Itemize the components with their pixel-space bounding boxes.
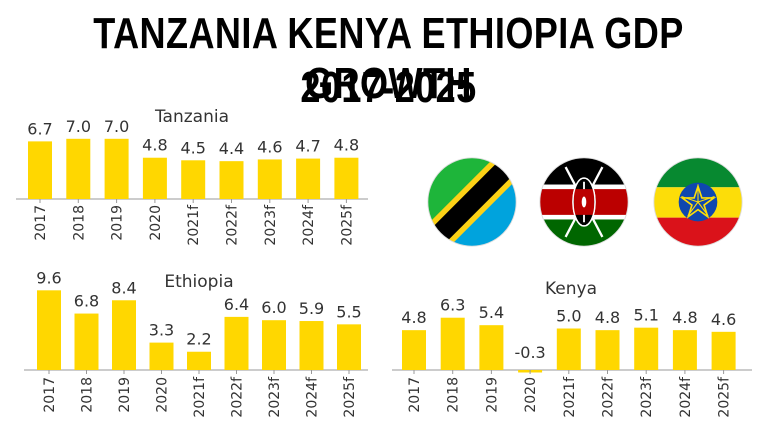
kenya-bar [711, 331, 736, 370]
tanzania-bar [28, 141, 52, 199]
ethiopia-bar [37, 290, 61, 370]
page-title: TANZANIA KENYA ETHIOPIA GDP GROWTH [93, 9, 684, 108]
tanzania-bar [142, 157, 167, 199]
kenya-category-label: 2023f [639, 376, 655, 418]
ethiopia-bar [74, 313, 99, 370]
tanzania-bar [296, 158, 321, 199]
kenya-category-label: 2024f [678, 376, 694, 418]
ethiopia-data-label: 5.5 [336, 302, 361, 321]
ethiopia-category-label: 2024f [305, 376, 321, 418]
kenya-category-label: 2017 [407, 377, 423, 413]
ethiopia-data-label: 3.3 [149, 321, 174, 340]
tanzania-category-label: 2024f [301, 204, 317, 246]
ethiopia-category-label: 2017 [42, 377, 58, 413]
ethiopia-bar [224, 316, 249, 370]
ethiopia-data-label: 8.4 [111, 278, 136, 297]
tanzania-bar [334, 157, 359, 199]
page-subtitle: 2017-2025 [300, 63, 477, 112]
tanzania-bar [257, 159, 282, 199]
kenya-bar [672, 330, 697, 370]
ethiopia-category-label: 2023f [267, 376, 283, 418]
ethiopia-bar [337, 324, 361, 370]
kenya-chart-title: Kenya [545, 279, 597, 299]
tanzania-category-label: 2023f [263, 204, 279, 246]
ethiopia-flag-icon [653, 157, 743, 247]
tanzania-data-label: 4.6 [257, 137, 282, 156]
kenya-data-label: 4.8 [401, 308, 426, 327]
tanzania-category-label: 2021f [186, 204, 202, 246]
ethiopia-data-label: 6.0 [261, 298, 286, 317]
kenya-flag-icon [539, 157, 629, 247]
kenya-category-label: 2018 [446, 377, 462, 413]
ethiopia-bar [149, 342, 174, 370]
tanzania-bar [66, 138, 91, 199]
tanzania-data-label: 4.8 [334, 136, 359, 155]
ethiopia-category-label: 2018 [80, 377, 96, 413]
ethiopia-data-label: 6.4 [224, 295, 249, 314]
tanzania-data-label: 7.0 [104, 117, 129, 136]
kenya-data-label: 5.4 [479, 303, 504, 322]
ethiopia-data-label: 9.6 [36, 268, 61, 287]
ethiopia-chart-title: Ethiopia [164, 272, 233, 292]
tanzania-flag-icon [427, 157, 517, 247]
tanzania-category-label: 2020 [148, 205, 164, 241]
kenya-category-label: 2025f [717, 376, 733, 418]
kenya-bar [634, 327, 659, 370]
tanzania-bar [104, 138, 129, 199]
tanzania-data-label: 4.7 [295, 137, 320, 156]
tanzania-bar [181, 160, 206, 199]
tanzania-category-label: 2025f [339, 204, 355, 246]
kenya-bar [595, 330, 620, 370]
kenya-data-label: 5.0 [556, 307, 581, 326]
tanzania-category-label: 2018 [71, 205, 87, 241]
ethiopia-bar [112, 300, 136, 370]
ethiopia-data-label: 2.2 [186, 330, 211, 349]
ethiopia-data-label: 6.8 [74, 292, 99, 311]
kenya-data-label: -0.3 [514, 343, 545, 362]
kenya-category-label: 2019 [484, 377, 500, 413]
ethiopia-category-label: 2019 [117, 377, 133, 413]
ethiopia-data-label: 5.9 [299, 299, 324, 318]
kenya-category-label: 2021f [562, 376, 578, 418]
tanzania-data-label: 4.4 [219, 139, 244, 158]
tanzania-data-label: 4.8 [142, 136, 167, 155]
tanzania-category-label: 2019 [110, 205, 126, 241]
kenya-bar [556, 328, 581, 370]
kenya-data-label: 4.8 [595, 308, 620, 327]
tanzania-bar [219, 161, 244, 199]
ethiopia-category-label: 2025f [342, 376, 358, 418]
tanzania-data-label: 4.5 [180, 138, 205, 157]
kenya-bar [479, 325, 504, 370]
ethiopia-bar [187, 351, 211, 370]
kenya-bar [402, 330, 426, 370]
kenya-data-label: 6.3 [440, 296, 465, 315]
kenya-category-label: 2020 [523, 377, 539, 413]
tanzania-data-label: 6.7 [27, 119, 52, 138]
kenya-bar [440, 317, 465, 370]
kenya-data-label: 4.8 [672, 308, 697, 327]
ethiopia-category-label: 2020 [155, 377, 171, 413]
ethiopia-category-label: 2022f [230, 376, 246, 418]
kenya-data-label: 4.6 [711, 310, 736, 329]
tanzania-chart-title: Tanzania [154, 107, 229, 127]
ethiopia-bar [262, 320, 286, 370]
ethiopia-category-label: 2021f [192, 376, 208, 418]
kenya-category-label: 2022f [601, 376, 617, 418]
ethiopia-bar [299, 321, 324, 370]
tanzania-category-label: 2022f [225, 204, 241, 246]
tanzania-category-label: 2017 [33, 205, 49, 241]
tanzania-data-label: 7.0 [66, 117, 91, 136]
kenya-data-label: 5.1 [633, 306, 658, 325]
